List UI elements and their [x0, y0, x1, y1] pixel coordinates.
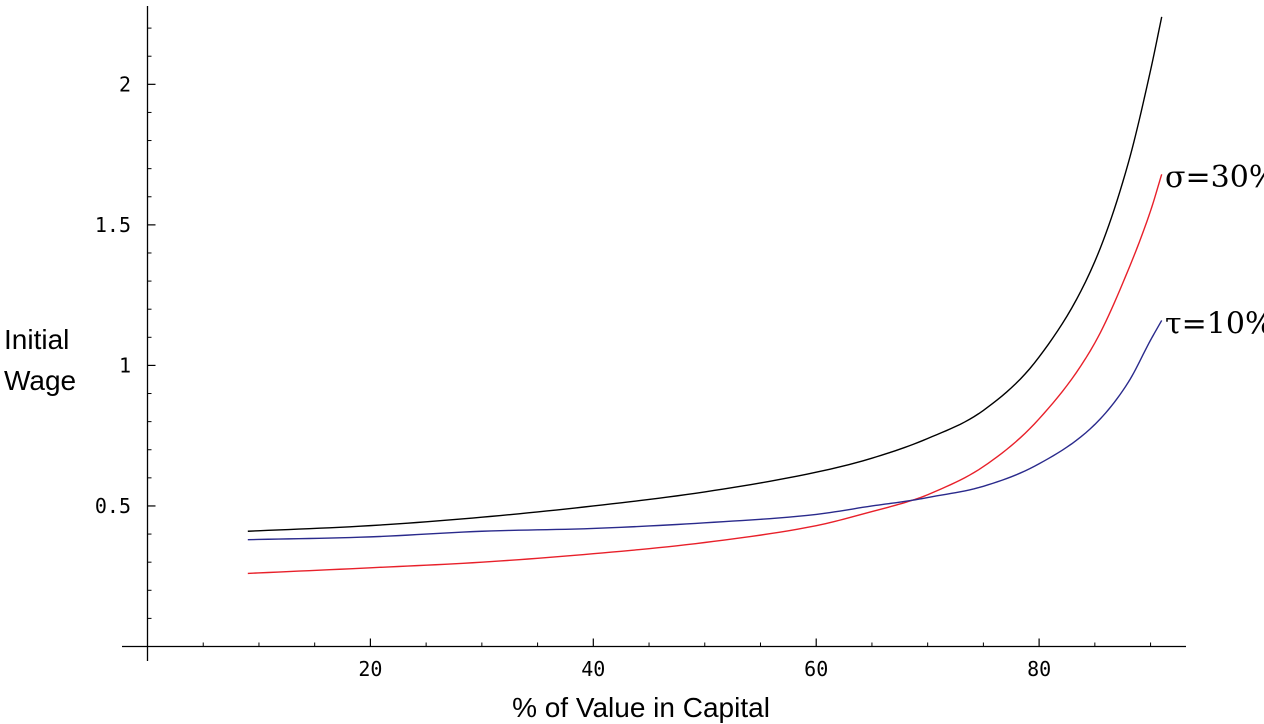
curve-annotation: τ=10%	[1165, 306, 1264, 341]
y-tick-label: 1.5	[95, 213, 131, 237]
y-tick-label: 2	[119, 72, 131, 96]
y-tick-label: 0.5	[95, 494, 131, 518]
x-tick-label: 80	[1027, 657, 1051, 681]
x-tick-label: 20	[358, 657, 382, 681]
x-ticks: 20 40 60 80	[202, 638, 1152, 681]
annotations: σ=30% τ=10%	[1165, 160, 1264, 341]
x-tick-label: 60	[804, 657, 828, 681]
y-ticks: 0.5 1 1.5 2	[95, 27, 156, 619]
y-axis-title-line-2: Wage	[4, 365, 76, 396]
x-axis-title: % of Value in Capital	[512, 692, 770, 723]
curve-annotation: σ=30%	[1165, 160, 1264, 195]
x-tick-label: 40	[581, 657, 605, 681]
y-tick-label: 1	[119, 353, 131, 377]
series-line-3	[247, 320, 1163, 541]
y-axis-title-line-1: Initial	[4, 324, 69, 355]
series-group	[247, 16, 1163, 575]
series-line-1	[247, 16, 1163, 532]
